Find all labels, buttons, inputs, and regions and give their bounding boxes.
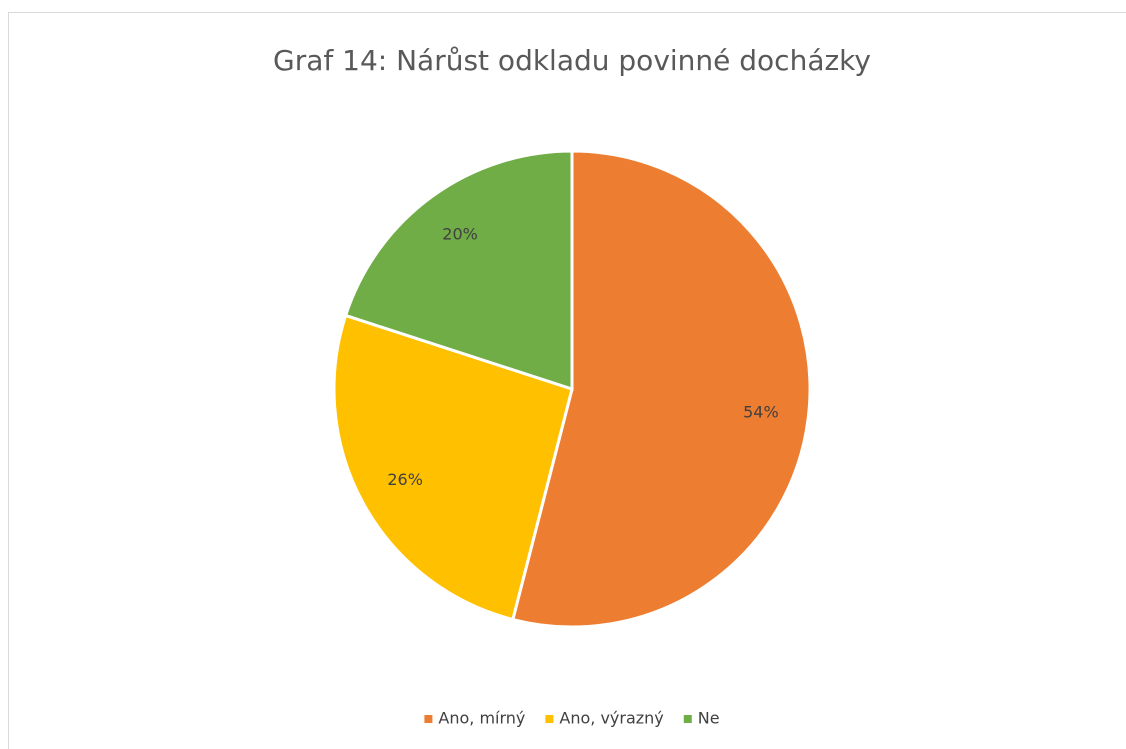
legend-label: Ano, výrazný bbox=[559, 709, 663, 728]
legend-swatch bbox=[683, 715, 692, 723]
pie-slice bbox=[343, 149, 574, 392]
legend-swatch bbox=[424, 715, 433, 723]
data-label: 20% bbox=[442, 224, 478, 243]
pie-slice bbox=[332, 313, 574, 622]
legend-swatch bbox=[545, 715, 554, 723]
data-label: 54% bbox=[743, 402, 779, 421]
legend-label: Ne bbox=[698, 709, 720, 728]
legend-label: Ano, mírný bbox=[438, 709, 525, 728]
data-label: 26% bbox=[387, 470, 423, 489]
chart-title: Graf 14: Nárůst odkladu povinné docházky bbox=[273, 44, 871, 77]
pie-slice bbox=[510, 149, 812, 629]
